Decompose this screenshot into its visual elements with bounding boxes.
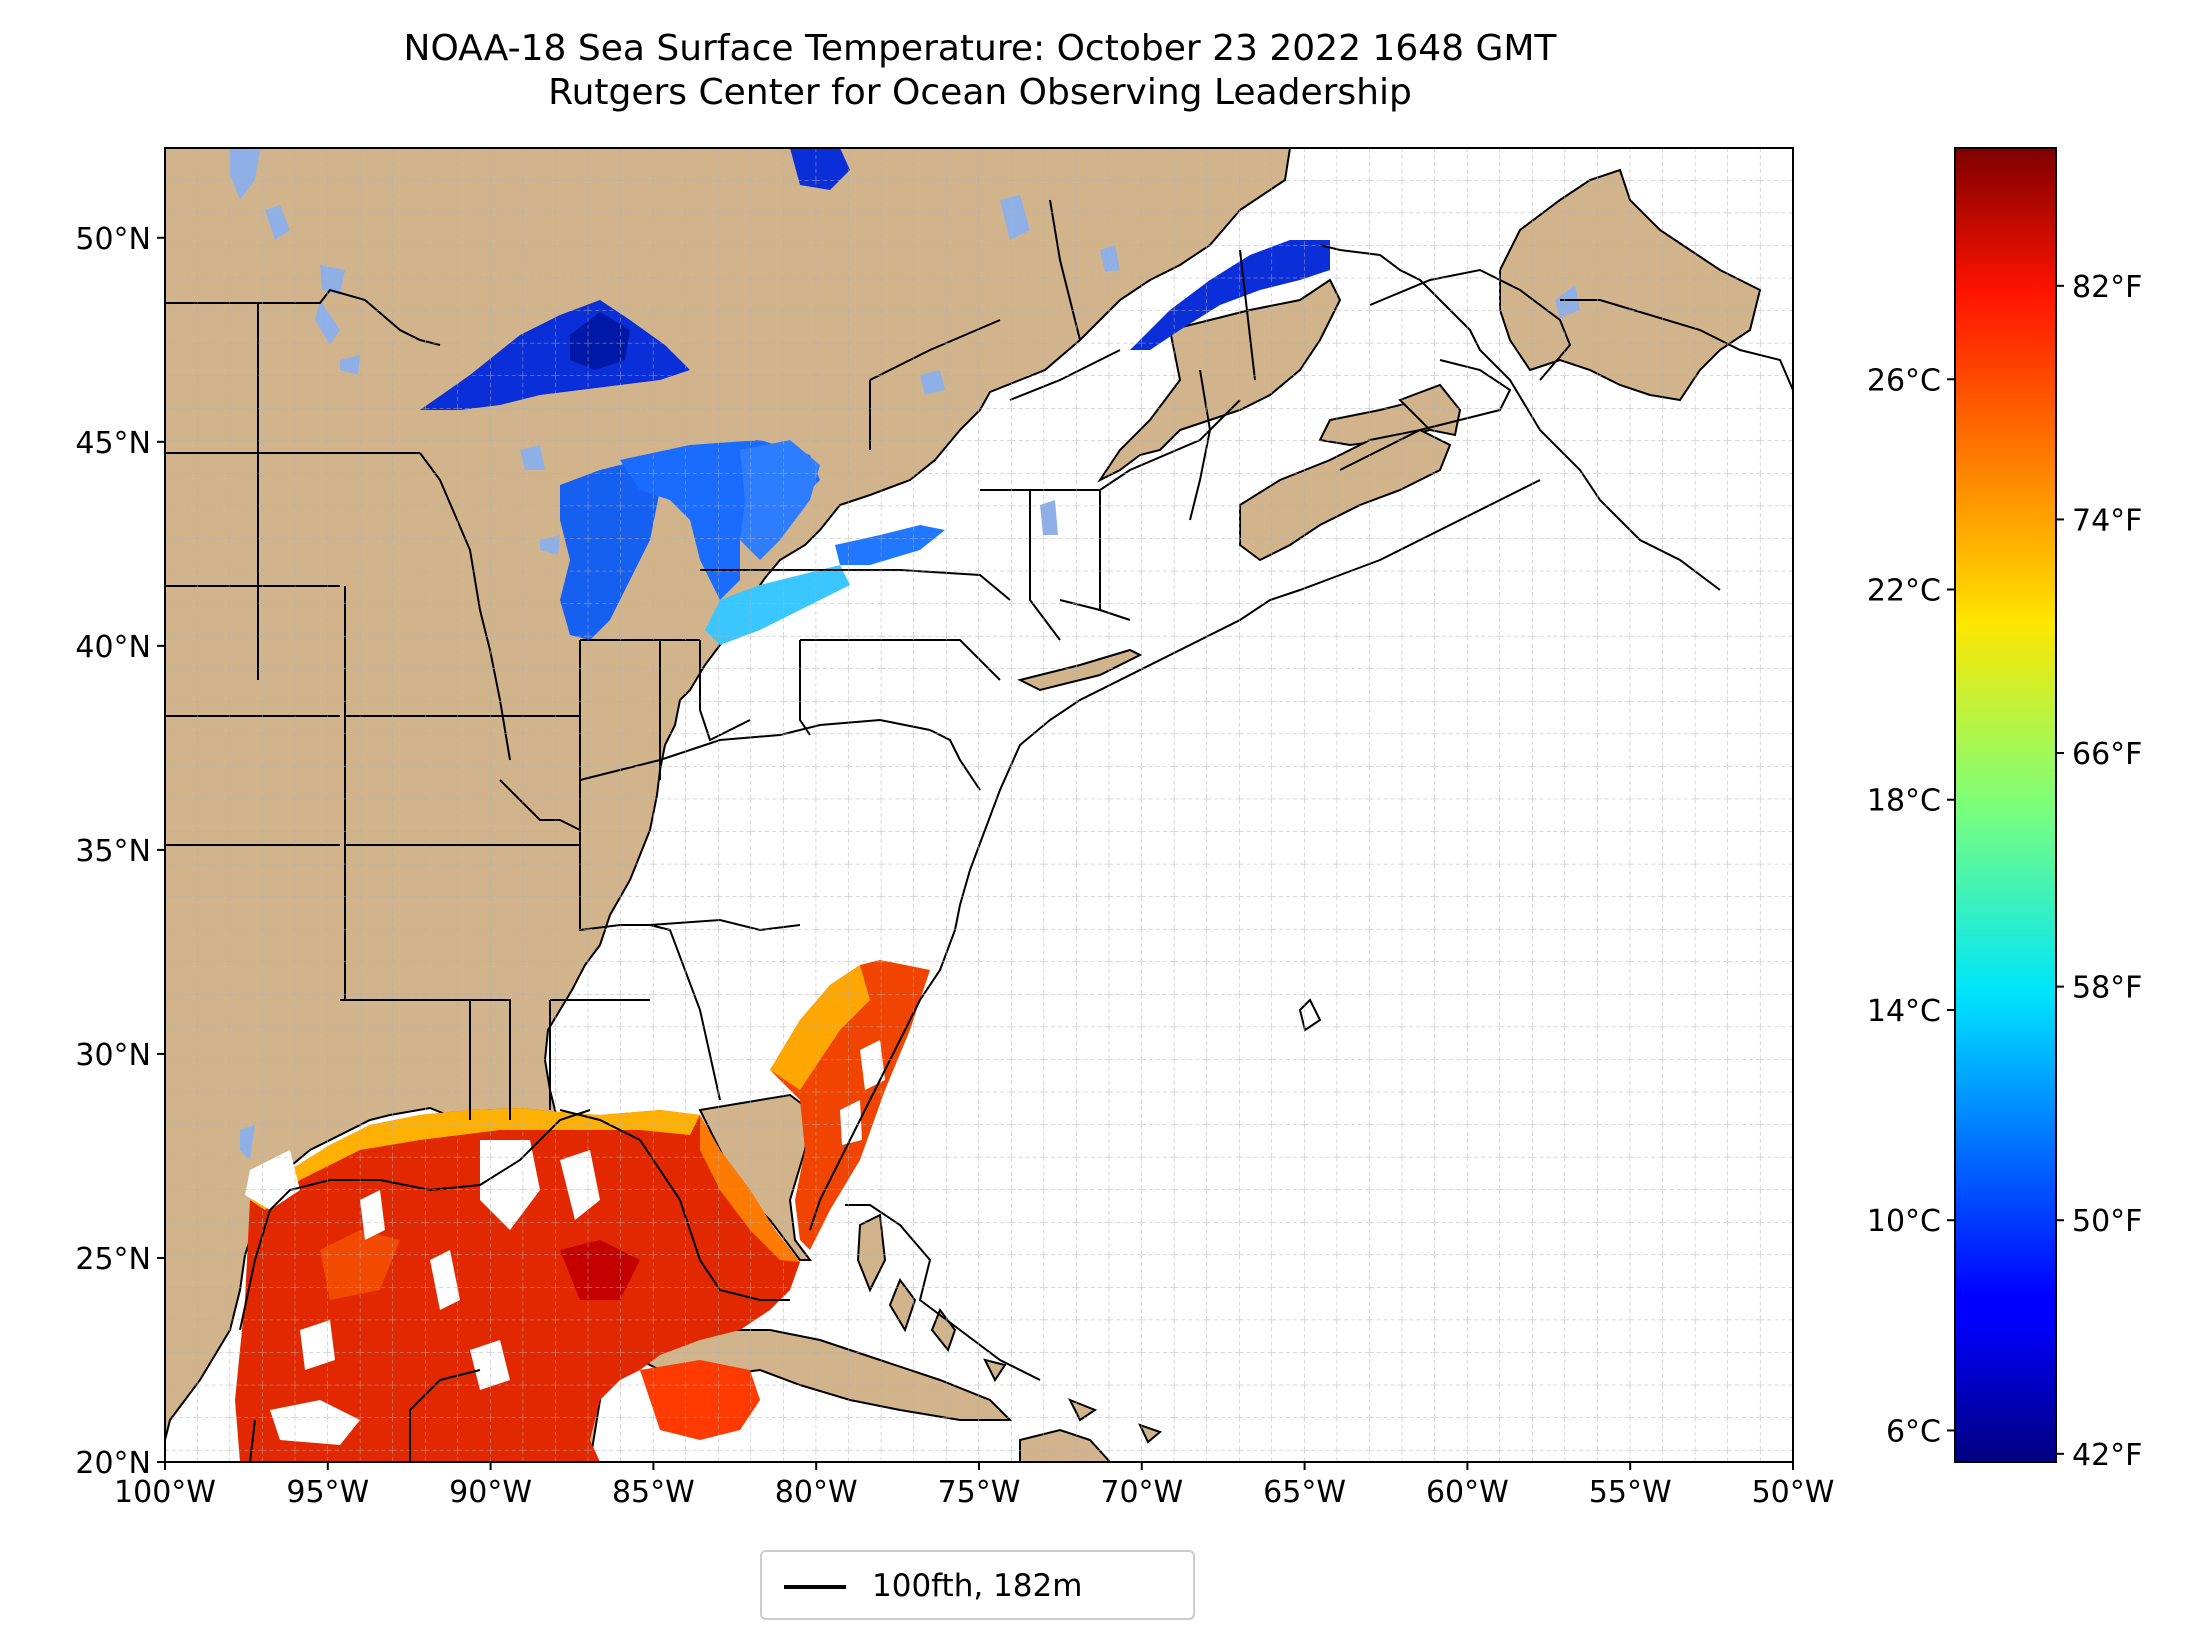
lon-tick-label: 65°W bbox=[1263, 1475, 1346, 1510]
legend-label: 100fth, 182m bbox=[872, 1568, 1083, 1604]
lon-tick-label: 75°W bbox=[938, 1475, 1021, 1510]
celsius-tick-label: 10°C bbox=[1867, 1204, 1941, 1239]
lon-tick-label: 90°W bbox=[449, 1475, 532, 1510]
gridlines bbox=[165, 148, 1793, 1462]
lon-tick-label: 55°W bbox=[1589, 1475, 1672, 1510]
longitude-axis: 100°W 95°W 90°W 85°W 80°W 75°W 70°W 65°W 60°W 55°… bbox=[114, 1462, 1834, 1510]
fahrenheit-tick-label: 58°F bbox=[2072, 971, 2142, 1006]
fahrenheit-tick-label: 66°F bbox=[2072, 737, 2142, 772]
celsius-tick-label: 22°C bbox=[1867, 574, 1941, 609]
lon-tick-label: 60°W bbox=[1426, 1475, 1509, 1510]
lat-tick-label: 50°N bbox=[75, 222, 151, 257]
legend: 100fth, 182m bbox=[760, 1550, 1195, 1620]
fahrenheit-tick-label: 50°F bbox=[2072, 1204, 2142, 1239]
latitude-axis: 20°N 25°N 30°N 35°N 40°N 45°N 50°N bbox=[75, 222, 165, 1481]
colorbar bbox=[1954, 147, 2057, 1463]
colorbar-ticks: 6°C 10°C 14°C 18°C 22°C 26°C 42°F 50°F 58°F 66°F 7… bbox=[1867, 270, 2143, 1473]
lon-tick-label: 70°W bbox=[1100, 1475, 1183, 1510]
map-area bbox=[165, 148, 1793, 1462]
lat-tick-label: 40°N bbox=[75, 630, 151, 665]
celsius-tick-label: 14°C bbox=[1867, 994, 1941, 1029]
fahrenheit-tick-label: 82°F bbox=[2072, 270, 2142, 305]
lat-tick-label: 45°N bbox=[75, 426, 151, 461]
lat-tick-label: 20°N bbox=[75, 1446, 151, 1481]
lat-tick-label: 35°N bbox=[75, 834, 151, 869]
fahrenheit-tick-label: 74°F bbox=[2072, 503, 2142, 538]
lat-tick-label: 25°N bbox=[75, 1242, 151, 1277]
legend-line-swatch bbox=[784, 1585, 846, 1589]
lon-tick-label: 85°W bbox=[612, 1475, 695, 1510]
lon-tick-label: 100°W bbox=[114, 1475, 216, 1510]
lon-tick-label: 95°W bbox=[286, 1475, 369, 1510]
celsius-tick-label: 18°C bbox=[1867, 784, 1941, 819]
fahrenheit-tick-label: 42°F bbox=[2072, 1438, 2142, 1473]
lon-tick-label: 50°W bbox=[1752, 1475, 1835, 1510]
lat-tick-label: 30°N bbox=[75, 1038, 151, 1073]
celsius-tick-label: 26°C bbox=[1867, 363, 1941, 398]
chart-subtitle: Rutgers Center for Ocean Observing Leade… bbox=[548, 72, 1412, 113]
celsius-tick-label: 6°C bbox=[1886, 1414, 1941, 1449]
chart-title: NOAA-18 Sea Surface Temperature: October… bbox=[403, 28, 1557, 69]
lon-tick-label: 80°W bbox=[775, 1475, 858, 1510]
